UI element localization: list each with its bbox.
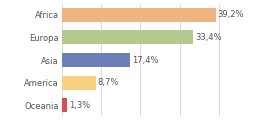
Bar (62, 98, 67, 112)
Bar (62, 8, 216, 22)
Text: 39,2%: 39,2% (218, 10, 244, 19)
Text: 33,4%: 33,4% (195, 33, 221, 42)
Bar (62, 76, 96, 90)
Bar (62, 30, 193, 44)
Text: 17,4%: 17,4% (132, 55, 158, 65)
Text: 1,3%: 1,3% (69, 101, 90, 110)
Text: 8,7%: 8,7% (98, 78, 119, 87)
Bar (62, 53, 130, 67)
